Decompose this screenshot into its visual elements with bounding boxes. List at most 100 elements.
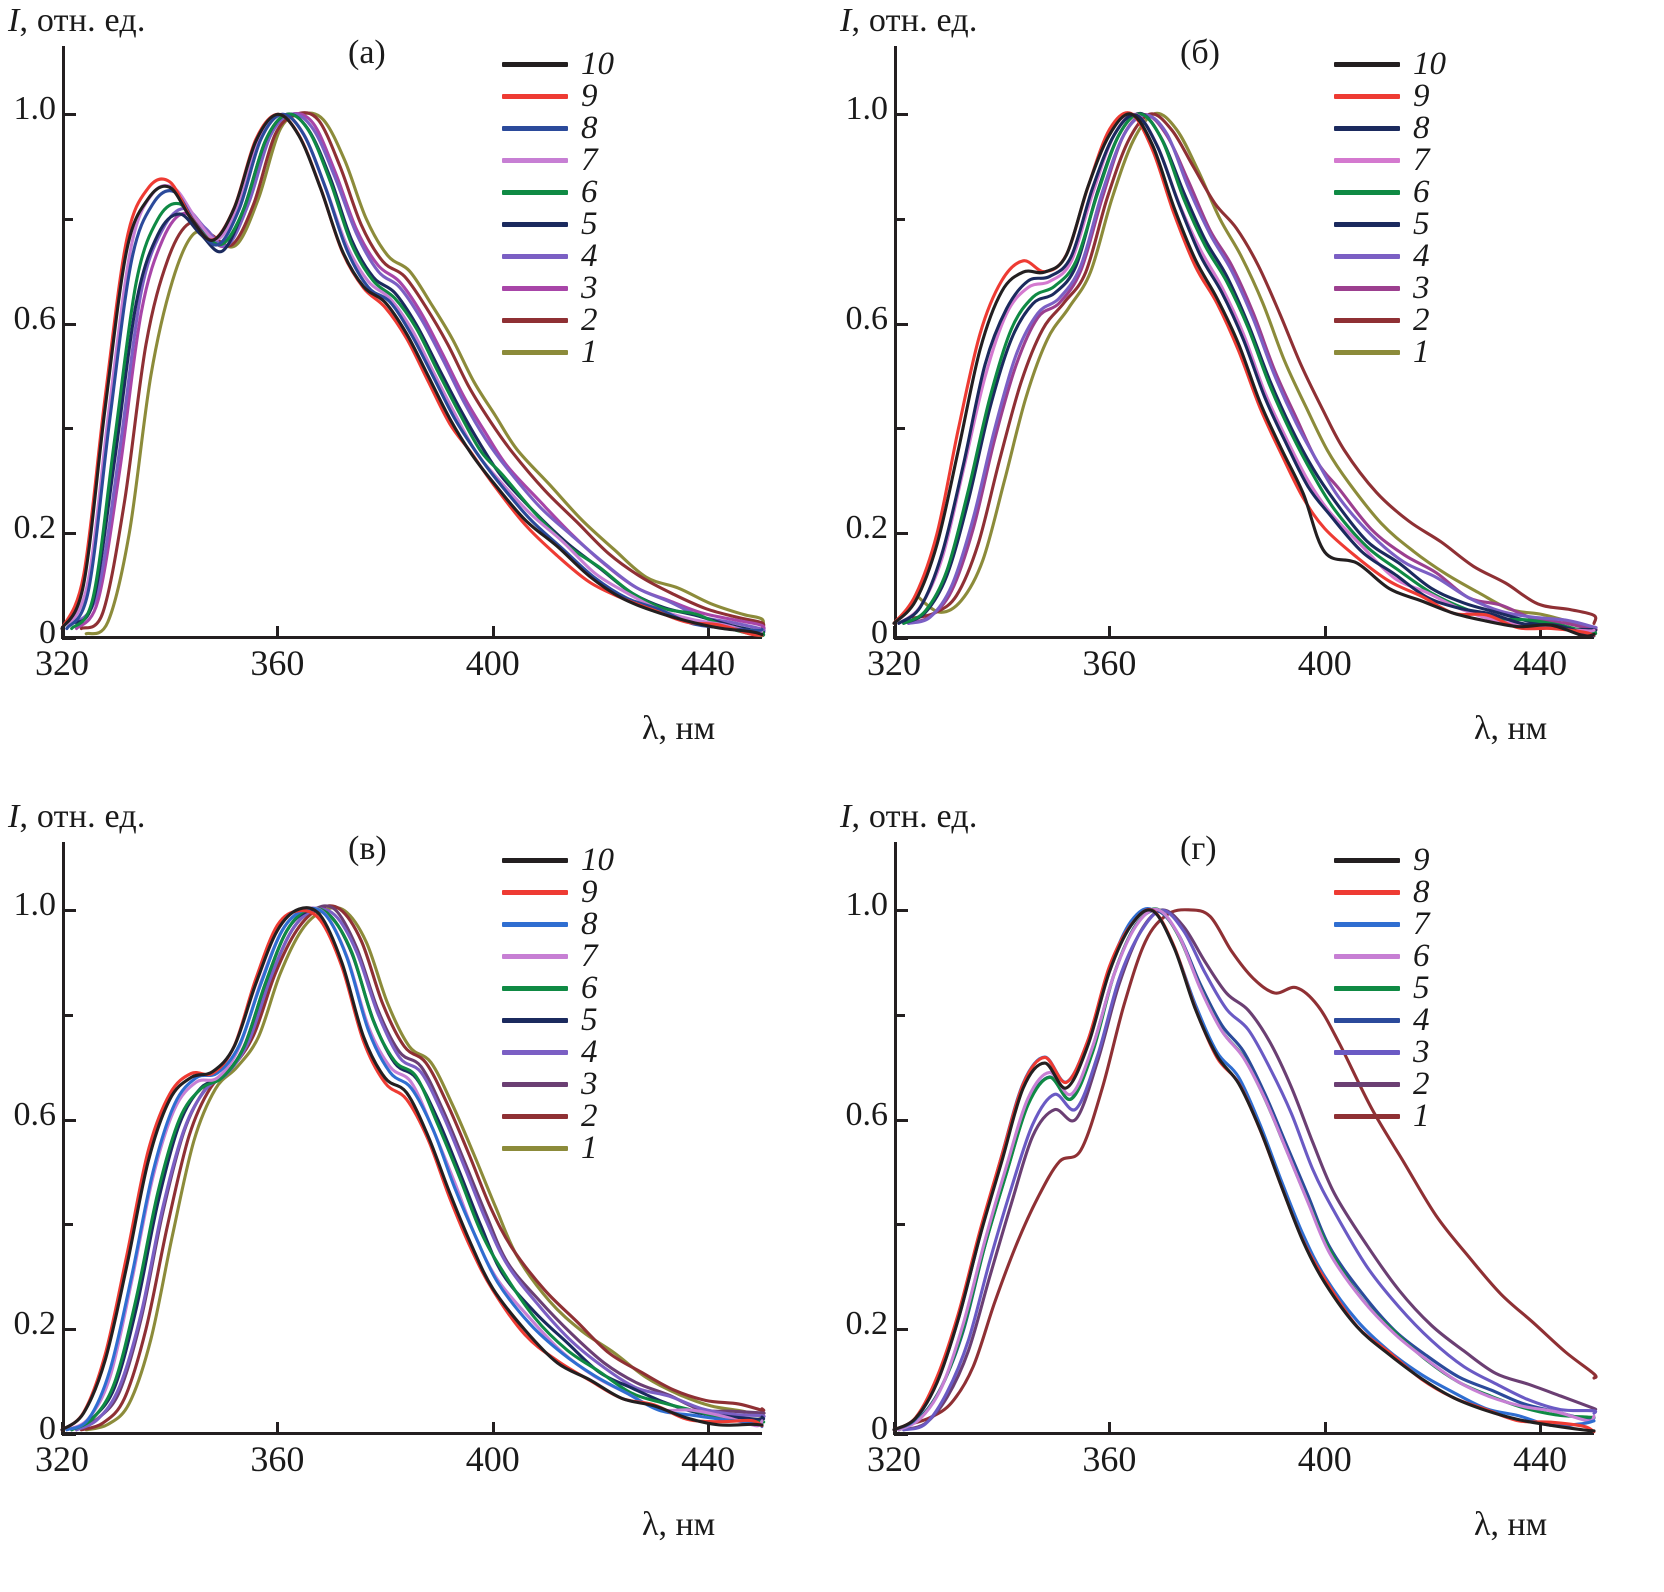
x-tick-a-3 — [707, 626, 711, 639]
curve-g-4 — [897, 908, 1596, 1432]
legend-label-g-4: 4 — [1413, 1001, 1430, 1038]
legend-label-g-7: 7 — [1413, 905, 1430, 942]
curve-g-3 — [902, 908, 1598, 1432]
legend-item-a-1[interactable]: 1 — [502, 335, 614, 368]
legend-swatch-b-7 — [1334, 157, 1400, 163]
y-axis-label-b: I, отн. ед. — [840, 2, 978, 40]
y-tick-label-a-0: 1.0 — [13, 90, 57, 128]
legend-item-a-8[interactable]: 8 — [502, 111, 614, 144]
x-tick-label-v-3: 440 — [681, 1439, 736, 1479]
legend-label-v-6: 6 — [581, 969, 598, 1006]
legend-item-g-1[interactable]: 1 — [1334, 1099, 1430, 1132]
curve-b-2 — [911, 112, 1598, 625]
legend-swatch-v-8 — [502, 921, 568, 927]
legend-item-v-3[interactable]: 3 — [502, 1067, 614, 1100]
y-tick-v-0 — [62, 909, 76, 913]
curve-v-10 — [60, 906, 764, 1432]
legend-item-a-4[interactable]: 4 — [502, 239, 614, 272]
legend-swatch-a-5 — [502, 221, 568, 227]
legend-item-v-4[interactable]: 4 — [502, 1035, 614, 1068]
legend-item-a-7[interactable]: 7 — [502, 141, 614, 178]
x-tick-label-b-3: 440 — [1513, 643, 1568, 683]
legend-item-v-7[interactable]: 7 — [502, 939, 614, 972]
curve-a-2 — [79, 111, 766, 631]
legend-label-b-3: 3 — [1413, 269, 1430, 306]
legend-item-b-5[interactable]: 5 — [1334, 207, 1446, 240]
y-tick-g-3 — [894, 1433, 908, 1436]
y-axis-line-g — [894, 842, 897, 1434]
legend-item-v-2[interactable]: 2 — [502, 1099, 614, 1132]
y-tick-minor-v-1 — [62, 1223, 73, 1227]
legend-item-b-3[interactable]: 3 — [1334, 269, 1446, 306]
legend-item-g-6[interactable]: 6 — [1334, 939, 1430, 972]
x-tick-b-3 — [1539, 626, 1543, 639]
legend-item-b-10[interactable]: 10 — [1334, 45, 1446, 82]
legend-item-g-5[interactable]: 5 — [1334, 971, 1430, 1004]
curve-a-1 — [84, 111, 765, 636]
legend-item-a-2[interactable]: 2 — [502, 303, 614, 336]
legend-swatch-g-5 — [1334, 985, 1400, 991]
legend-swatch-g-8 — [1334, 889, 1400, 895]
x-axis-line-g — [894, 1432, 1594, 1435]
legend-item-a-3[interactable]: 3 — [502, 271, 614, 304]
legend-item-a-9[interactable]: 9 — [502, 79, 614, 112]
y-tick-minor-a-1 — [62, 427, 73, 431]
y-tick-label-v-3: 0 — [39, 1410, 56, 1447]
legend-item-g-9[interactable]: 9 — [1334, 843, 1430, 876]
curve-v-4 — [74, 907, 766, 1432]
x-tick-label-b-0: 320 — [867, 643, 921, 683]
y-tick-minor-v-0 — [62, 1013, 73, 1017]
legend-item-v-6[interactable]: 6 — [502, 969, 614, 1006]
y-axis-line-b — [894, 46, 897, 638]
legend-item-a-5[interactable]: 5 — [502, 207, 614, 240]
y-axis-label-symbol-g: I — [840, 798, 852, 835]
curve-v-8 — [65, 906, 764, 1432]
legend-swatch-g-7 — [1334, 921, 1400, 927]
legend-b: 10 9 8 7 6 5 4 3 2 1 — [1334, 45, 1446, 368]
y-axis-label-rest-v: , отн. ед. — [19, 798, 146, 835]
legend-item-b-2[interactable]: 2 — [1334, 303, 1446, 336]
y-tick-v-3 — [62, 1433, 76, 1436]
legend-item-v-9[interactable]: 9 — [502, 873, 614, 910]
x-tick-label-v-1: 360 — [250, 1439, 305, 1479]
legend-item-b-4[interactable]: 4 — [1334, 239, 1446, 272]
legend-item-b-1[interactable]: 1 — [1334, 335, 1446, 368]
curve-v-5 — [70, 907, 766, 1432]
legend-item-g-8[interactable]: 8 — [1334, 875, 1430, 908]
curve-b-4 — [906, 113, 1598, 630]
legend-item-b-9[interactable]: 9 — [1334, 79, 1446, 112]
legend-item-b-8[interactable]: 8 — [1334, 111, 1446, 144]
y-tick-minor-a-0 — [62, 217, 73, 221]
legend-item-v-10[interactable]: 10 — [502, 843, 614, 876]
legend-label-b-10: 10 — [1413, 45, 1446, 82]
y-tick-b-1 — [894, 322, 908, 326]
legend-swatch-v-1 — [502, 1145, 568, 1151]
legend-label-a-6: 6 — [581, 173, 598, 210]
legend-item-a-10[interactable]: 10 — [502, 47, 614, 80]
x-tick-g-3 — [1539, 1422, 1543, 1435]
legend-item-g-3[interactable]: 3 — [1334, 1035, 1430, 1068]
legend-item-g-2[interactable]: 2 — [1334, 1067, 1430, 1100]
legend-item-v-8[interactable]: 8 — [502, 907, 614, 940]
y-tick-label-g-1: 0.6 — [845, 1095, 889, 1133]
legend-swatch-g-6 — [1334, 953, 1400, 959]
legend-item-b-7[interactable]: 7 — [1334, 143, 1446, 176]
legend-label-v-5: 5 — [581, 1001, 598, 1038]
x-tick-b-1 — [1108, 626, 1112, 639]
x-tick-label-b-1: 360 — [1082, 643, 1137, 683]
legend-item-v-1[interactable]: 1 — [502, 1129, 614, 1166]
curve-b-10 — [892, 112, 1596, 638]
legend-label-v-9: 9 — [581, 873, 598, 910]
legend-label-a-7: 7 — [581, 141, 598, 178]
legend-label-v-1: 1 — [581, 1129, 598, 1166]
legend-item-a-6[interactable]: 6 — [502, 173, 614, 210]
panel-g: I, отн. ед. (г) 1.0 0.6 0.2 0 320 360 400 440 9… — [832, 796, 1664, 1592]
legend-swatch-g-9 — [1334, 857, 1400, 863]
y-tick-label-a-3: 0 — [39, 614, 56, 651]
legend-item-g-7[interactable]: 7 — [1334, 905, 1430, 942]
legend-item-v-5[interactable]: 5 — [502, 1001, 614, 1038]
legend-item-b-6[interactable]: 6 — [1334, 175, 1446, 208]
legend-item-g-4[interactable]: 4 — [1334, 1001, 1430, 1038]
legend-swatch-g-1 — [1334, 1113, 1400, 1119]
